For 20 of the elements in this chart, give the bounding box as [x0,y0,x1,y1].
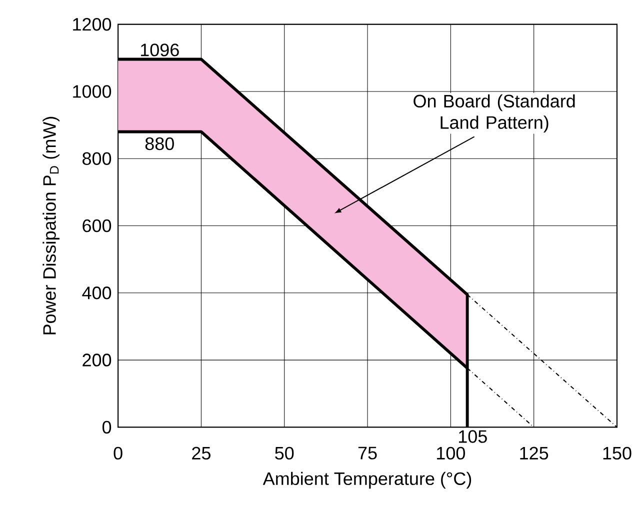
annotation: On Board (Standard Land Pattern) [414,94,575,132]
x-tick-label: 100 [437,446,465,460]
annotation: 1096 [140,43,179,56]
x-tick-label: 150 [603,446,632,460]
x-tick-label: 25 [192,446,210,460]
x-tick-label: 0 [114,446,122,460]
x-tick-label: 125 [520,446,548,460]
y-tick-label: 1200 [73,18,112,31]
y-tick-label: 800 [82,152,112,165]
y-tick-label: 200 [82,354,112,366]
text: 105 [459,430,487,443]
y-tick-label: 400 [82,286,112,300]
x-tick-label: 75 [358,446,377,460]
annotation: 880 [145,137,174,150]
x-axis-title: Ambient Temperature (°C) [262,472,472,489]
y-tick-label: 600 [82,219,112,232]
y-tick-label: 1000 [73,84,112,98]
y-axis-title: Power Dissipation P$_{D}$ (mW) [42,116,60,334]
x-tick-label: 50 [275,446,294,460]
y-tick-label: 0 [102,420,112,434]
